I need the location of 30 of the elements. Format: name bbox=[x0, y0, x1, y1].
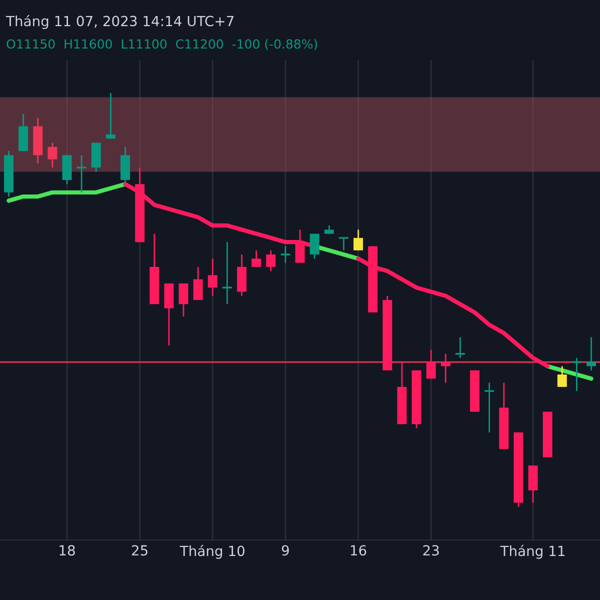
candlestick bbox=[455, 336, 465, 359]
candlestick bbox=[310, 233, 320, 260]
candlestick bbox=[572, 357, 582, 392]
candlestick bbox=[208, 258, 218, 297]
chart-title: Tháng 11 07, 2023 14:14 UTC+7 bbox=[6, 15, 234, 29]
candlestick bbox=[222, 241, 232, 305]
x-tick-label: 23 bbox=[423, 545, 439, 556]
candlestick bbox=[280, 246, 290, 264]
candlestick bbox=[586, 336, 596, 372]
chart-subtitle: O11150 H11600 L11100 C11200 -100 (-0.88%) bbox=[6, 39, 318, 50]
candlestick bbox=[354, 228, 363, 252]
candlestick bbox=[266, 250, 276, 272]
x-tick-label: Tháng 10 bbox=[180, 544, 244, 559]
x-tick-label: 25 bbox=[132, 545, 148, 556]
candlestick bbox=[193, 266, 203, 301]
candlestick bbox=[484, 382, 494, 434]
candlestick bbox=[76, 154, 86, 194]
x-tick-label: Tháng 11 bbox=[500, 544, 564, 559]
candlestick bbox=[338, 237, 348, 252]
x-tick-label: 18 bbox=[60, 545, 75, 556]
candlestick bbox=[178, 282, 188, 318]
candlestick bbox=[48, 142, 58, 168]
candlestick bbox=[426, 348, 436, 380]
candlestick bbox=[252, 250, 262, 268]
candlestick bbox=[295, 228, 305, 264]
x-tick-label: 16 bbox=[350, 545, 366, 556]
candlestick bbox=[440, 353, 450, 384]
candlestick bbox=[106, 92, 116, 140]
candlestick bbox=[557, 366, 567, 388]
x-tick-label: 9 bbox=[282, 545, 289, 556]
